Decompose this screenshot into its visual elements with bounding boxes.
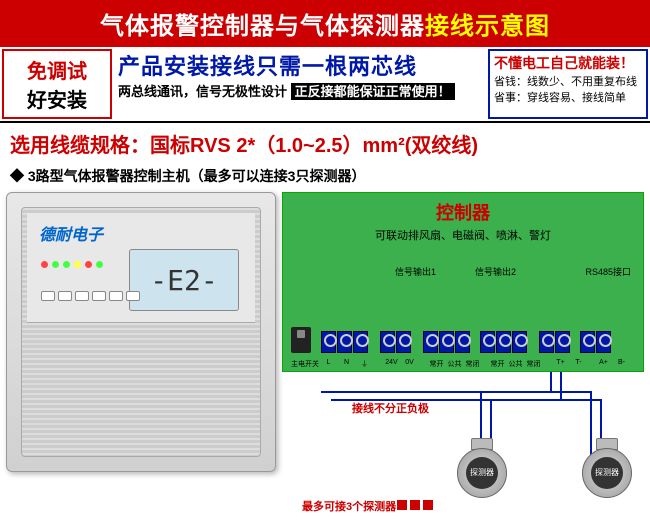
feature-row: 免调试 好安装 产品安装接线只需一根两芯线 两总线通讯，信号无极性设计 正反接都… bbox=[0, 47, 650, 123]
brand-label: 德耐电子 bbox=[39, 221, 103, 245]
badge-box: 免调试 好安装 bbox=[2, 49, 112, 119]
title-banner: 气体报警控制器与气体探测器接线示意图 bbox=[0, 0, 650, 47]
power-switch bbox=[291, 327, 311, 353]
benefit-box: 不懂电工自己就能装！ 省钱：线数少、不用重复布线 省事：穿线容易、接线简单 bbox=[488, 49, 648, 119]
model-desc: ◆ 3路型气体报警器控制主机（最多可以连接3只探测器） bbox=[0, 164, 650, 192]
wiring-diagram: 控制器 可联动排风扇、电磁阀、喷淋、警灯 信号输出1 信号输出2 RS485接口 bbox=[282, 192, 644, 472]
detector-2: 探测器 bbox=[582, 448, 632, 498]
headline-box: 产品安装接线只需一根两芯线 两总线通讯，信号无极性设计 正反接都能保证正常使用！ bbox=[114, 47, 486, 121]
led-row bbox=[41, 261, 103, 268]
detector-1: 探测器 bbox=[457, 448, 507, 498]
cable-spec: 选用线缆规格：国标RVS 2*（1.0~2.5）mm²(双绞线) bbox=[0, 123, 650, 164]
terminal-panel: 控制器 可联动排风扇、电磁阀、喷淋、警灯 信号输出1 信号输出2 RS485接口 bbox=[282, 192, 644, 372]
lcd-screen: -E2- bbox=[129, 249, 239, 311]
wire-area: 接线不分正负极 最多可接3个探测器 探测器 探测器 bbox=[282, 372, 644, 522]
controller-photo: 德耐电子 -E2- bbox=[6, 192, 276, 472]
terminal-labels: 主电开关 LN⏚ 24V0V 常开公共常闭 常开公共常闭 T+T- A+B- bbox=[291, 359, 635, 369]
button-row bbox=[41, 291, 140, 301]
